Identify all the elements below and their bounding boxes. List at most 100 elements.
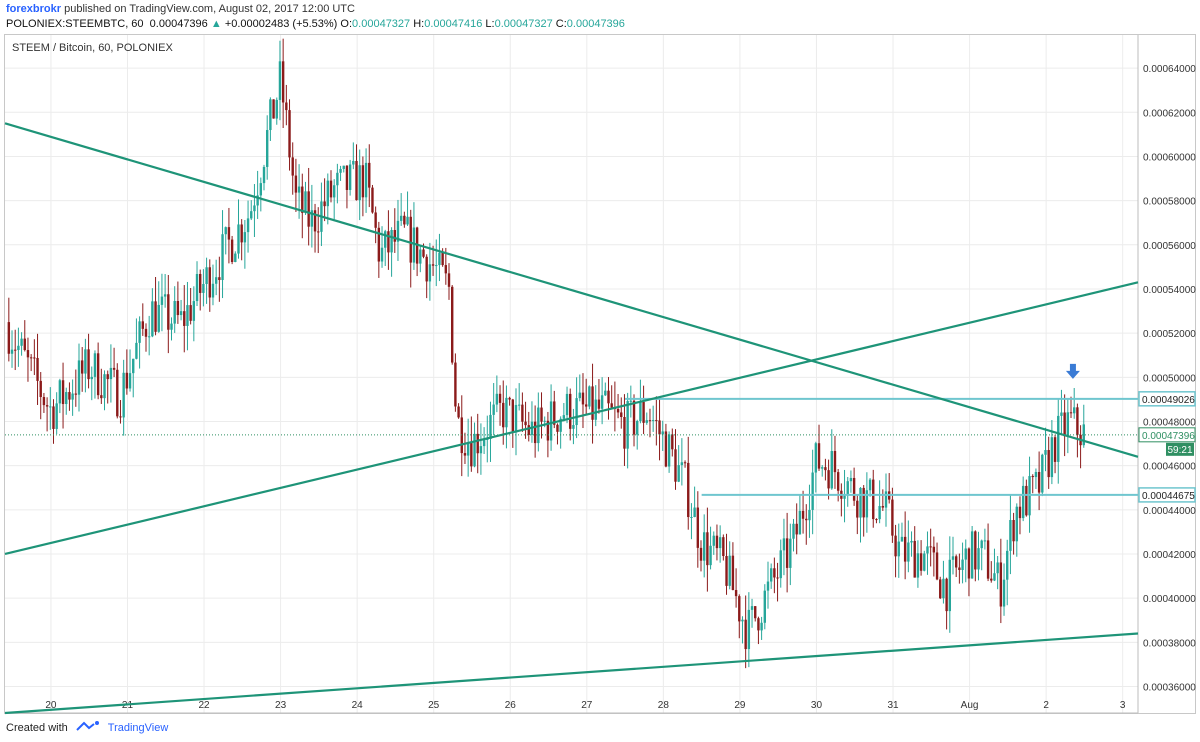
candle-up — [718, 537, 722, 549]
candle-down — [387, 231, 390, 253]
candle-up — [103, 374, 106, 399]
candle-up — [897, 541, 900, 557]
candle-up — [278, 61, 282, 100]
candle-down — [141, 321, 144, 329]
candle-down — [403, 215, 406, 225]
candle-down — [7, 322, 11, 354]
candle-up — [543, 420, 546, 422]
level-label: 0.00049026 — [1142, 395, 1195, 406]
open-value: 0.00047327 — [352, 18, 411, 30]
y-tick-label: 0.00036000 — [1143, 682, 1196, 693]
candle-up — [1060, 412, 1063, 416]
candle-up — [1021, 485, 1025, 519]
candle-up — [600, 395, 604, 409]
candle-up — [964, 548, 967, 560]
candle-up — [942, 578, 945, 599]
candle-down — [939, 579, 942, 599]
candle-up — [399, 215, 403, 221]
candle-up — [514, 404, 518, 433]
candle-up — [1082, 424, 1085, 446]
candle-down — [167, 294, 170, 330]
candle-up — [147, 336, 151, 338]
candle-up — [250, 211, 253, 219]
symbol-name: POLONIEX:STEEMBTC, 60 — [6, 18, 144, 30]
candle-up — [326, 180, 330, 207]
candle-down — [208, 267, 211, 298]
x-tick-label: 25 — [428, 700, 440, 711]
candle-up — [438, 252, 441, 266]
candle-up — [562, 415, 566, 419]
candle-up — [192, 301, 196, 321]
candle-down — [45, 405, 49, 407]
candle-up — [55, 403, 58, 429]
candle-down — [699, 547, 703, 561]
candle-down — [106, 374, 109, 380]
candle-up — [214, 277, 218, 284]
candle-up — [868, 479, 872, 491]
candle-up — [900, 536, 904, 542]
candle-down — [757, 618, 760, 631]
candle-down — [288, 110, 291, 158]
y-tick-label: 0.00038000 — [1143, 638, 1196, 649]
candle-up — [234, 253, 237, 262]
candle-down — [29, 357, 33, 359]
candle-up — [1057, 415, 1060, 462]
candle-down — [731, 555, 735, 591]
candle-down — [454, 362, 457, 407]
candle-down — [68, 392, 71, 400]
tradingview-brand[interactable]: TradingView — [107, 721, 169, 734]
candle-up — [310, 210, 314, 227]
symbol-line: POLONIEX:STEEMBTC, 60 0.00047396 ▲ +0.00… — [6, 18, 625, 30]
candle-up — [821, 467, 824, 469]
candle-up — [58, 380, 62, 404]
candle-up — [604, 390, 607, 396]
candle-up — [779, 550, 782, 579]
candle-up — [336, 172, 339, 186]
candle-up — [923, 553, 926, 571]
candle-up — [702, 532, 706, 561]
candle-up — [559, 418, 562, 432]
candle-down — [61, 380, 65, 405]
candle-down — [470, 442, 473, 467]
candle-down — [891, 499, 894, 536]
candle-down — [199, 273, 202, 293]
candle-up — [384, 231, 387, 248]
candle-down — [894, 535, 897, 557]
candle-up — [1073, 407, 1076, 414]
candle-up — [138, 321, 141, 343]
x-tick-label: 24 — [352, 700, 364, 711]
y-tick-label: 0.00048000 — [1143, 417, 1196, 428]
candle-up — [304, 191, 307, 213]
candle-down — [508, 397, 511, 400]
candle-up — [195, 273, 199, 302]
x-tick-label: 21 — [122, 700, 134, 711]
candle-down — [1018, 506, 1022, 519]
candle-down — [183, 311, 186, 326]
candle-down — [533, 421, 537, 444]
candle-up — [645, 420, 648, 423]
candle-up — [750, 606, 754, 610]
candle-down — [345, 165, 349, 190]
candle-up — [297, 186, 301, 193]
candle-down — [862, 487, 865, 518]
candle-up — [878, 506, 881, 520]
candle-down — [556, 424, 559, 432]
candle-up — [259, 183, 263, 196]
low-value: 0.00047327 — [494, 18, 553, 30]
candle-down — [986, 540, 990, 579]
candle-up — [358, 165, 361, 201]
y-tick-label: 0.00056000 — [1143, 241, 1196, 252]
candle-up — [211, 283, 215, 298]
candle-down — [671, 434, 674, 450]
candle-up — [1044, 450, 1047, 455]
candle-down — [1069, 412, 1073, 414]
candle-up — [769, 568, 773, 582]
candle-up — [910, 540, 913, 543]
author-name[interactable]: forexbrokr — [6, 3, 62, 15]
candle-down — [999, 562, 1003, 607]
candle-down — [610, 403, 613, 408]
candle-up — [808, 509, 811, 521]
candle-down — [725, 555, 728, 586]
x-tick-label: 2 — [1043, 700, 1049, 711]
